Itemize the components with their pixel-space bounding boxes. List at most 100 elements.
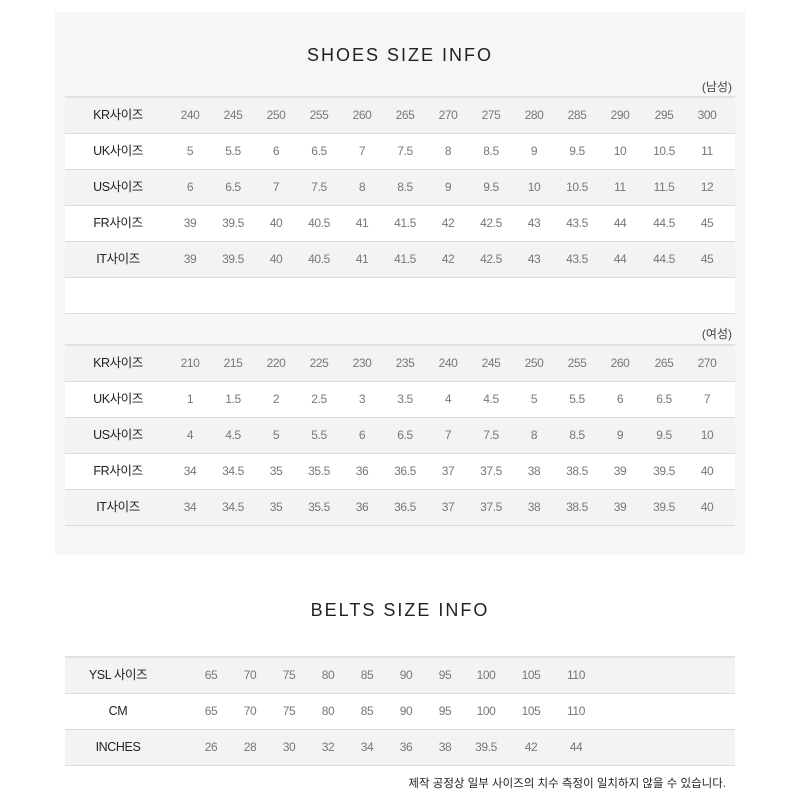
size-cell: 40 bbox=[269, 216, 283, 230]
size-cell: 10 bbox=[527, 180, 541, 194]
size-cell: 34.5 bbox=[222, 464, 244, 478]
size-cell: 75 bbox=[282, 704, 296, 718]
size-cell: 270 bbox=[438, 108, 458, 122]
size-cell: 6 bbox=[272, 144, 280, 158]
size-cell: 105 bbox=[521, 668, 541, 682]
size-cell: 260 bbox=[352, 108, 372, 122]
row-label: IT사이즈 bbox=[96, 252, 140, 266]
size-cell: 38.5 bbox=[566, 464, 588, 478]
row-label: IT사이즈 bbox=[96, 500, 140, 514]
size-cell: 85 bbox=[360, 704, 374, 718]
size-cell: 270 bbox=[697, 356, 717, 370]
size-cell: 90 bbox=[399, 668, 413, 682]
size-cell: 10 bbox=[700, 428, 714, 442]
size-cell: 90 bbox=[399, 704, 413, 718]
size-cell: 250 bbox=[266, 108, 286, 122]
size-cell: 37.5 bbox=[480, 500, 502, 514]
size-cell: 42 bbox=[441, 252, 455, 266]
table-row: US사이즈 6 6.5 7 7.5 8 8.5 9 9.5 10 10.5 11 11.5 12 bbox=[65, 170, 735, 206]
size-cell: 6.5 bbox=[656, 392, 672, 406]
size-cell: 35 bbox=[269, 464, 283, 478]
size-cell: 41.5 bbox=[394, 252, 416, 266]
size-cell: 36.5 bbox=[394, 464, 416, 478]
size-cell: 70 bbox=[243, 704, 257, 718]
size-cell: 95 bbox=[438, 668, 452, 682]
size-cell: 6.5 bbox=[225, 180, 241, 194]
size-cell: 6.5 bbox=[397, 428, 413, 442]
size-cell: 41 bbox=[355, 216, 369, 230]
size-cell: 6 bbox=[186, 180, 194, 194]
size-cell: 39.5 bbox=[222, 252, 244, 266]
size-cell: 43 bbox=[527, 216, 541, 230]
size-cell: 300 bbox=[697, 108, 717, 122]
size-cell: 44 bbox=[613, 252, 627, 266]
size-cell: 80 bbox=[321, 668, 335, 682]
size-cell: 38.5 bbox=[566, 500, 588, 514]
size-cell: 9.5 bbox=[569, 144, 585, 158]
size-cell: 225 bbox=[309, 356, 329, 370]
size-cell: 250 bbox=[524, 356, 544, 370]
size-cell: 260 bbox=[610, 356, 630, 370]
size-cell: 10 bbox=[613, 144, 627, 158]
size-cell: 5.5 bbox=[225, 144, 241, 158]
size-cell: 40.5 bbox=[308, 252, 330, 266]
row-label: US사이즈 bbox=[93, 180, 143, 194]
size-cell: 5.5 bbox=[311, 428, 327, 442]
size-cell: 42.5 bbox=[480, 252, 502, 266]
empty-row bbox=[65, 278, 735, 314]
row-label: KR사이즈 bbox=[93, 108, 143, 122]
size-cell: 10.5 bbox=[653, 144, 675, 158]
size-cell: 80 bbox=[321, 704, 335, 718]
size-cell: 39 bbox=[183, 216, 197, 230]
size-cell: 39 bbox=[183, 252, 197, 266]
size-cell: 7 bbox=[272, 180, 280, 194]
table-row: CM 65 70 75 80 85 90 95 100 105 110 bbox=[65, 694, 735, 730]
table-row: FR사이즈 39 39.5 40 40.5 41 41.5 42 42.5 43 43.5 44 44.… bbox=[65, 206, 735, 242]
size-cell: 11 bbox=[614, 180, 626, 194]
row-label: FR사이즈 bbox=[93, 464, 143, 478]
size-cell: 4 bbox=[444, 392, 452, 406]
table-row: INCHES 26 28 30 32 34 36 38 39.5 42 44 bbox=[65, 730, 735, 766]
size-cell: 34 bbox=[183, 500, 197, 514]
size-cell: 230 bbox=[352, 356, 372, 370]
size-cell: 7 bbox=[444, 428, 452, 442]
size-cell: 44.5 bbox=[653, 216, 675, 230]
size-cell: 41.5 bbox=[394, 216, 416, 230]
size-cell: 43.5 bbox=[566, 216, 588, 230]
size-cell: 2.5 bbox=[311, 392, 327, 406]
row-label: KR사이즈 bbox=[93, 356, 143, 370]
size-cell: 1.5 bbox=[225, 392, 241, 406]
size-cell: 85 bbox=[360, 668, 374, 682]
size-cell: 7 bbox=[703, 392, 711, 406]
size-cell: 110 bbox=[567, 704, 585, 718]
size-cell: 38 bbox=[438, 740, 452, 754]
size-cell: 8 bbox=[444, 144, 452, 158]
size-cell: 39.5 bbox=[653, 500, 675, 514]
row-label: UK사이즈 bbox=[93, 144, 143, 158]
table-row: YSL 사이즈 65 70 75 80 85 90 95 100 105 110 bbox=[65, 658, 735, 694]
size-cell: 275 bbox=[481, 108, 501, 122]
size-cell: 215 bbox=[223, 356, 243, 370]
row-label: UK사이즈 bbox=[93, 392, 143, 406]
size-cell: 41 bbox=[355, 252, 369, 266]
size-cell: 65 bbox=[204, 704, 218, 718]
size-cell: 240 bbox=[180, 108, 200, 122]
size-cell: 45 bbox=[700, 252, 714, 266]
size-cell: 40 bbox=[700, 500, 714, 514]
row-label: YSL 사이즈 bbox=[88, 668, 148, 682]
size-cell: 11 bbox=[701, 144, 713, 158]
size-cell: 295 bbox=[654, 108, 674, 122]
shoes-title: SHOES SIZE INFO bbox=[306, 45, 494, 65]
size-cell: 35.5 bbox=[308, 464, 330, 478]
size-cell: 9.5 bbox=[483, 180, 499, 194]
size-cell: 245 bbox=[223, 108, 243, 122]
size-cell: 280 bbox=[524, 108, 544, 122]
size-cell: 39.5 bbox=[653, 464, 675, 478]
size-cell: 45 bbox=[700, 216, 714, 230]
size-cell: 9.5 bbox=[656, 428, 672, 442]
size-cell: 6 bbox=[616, 392, 624, 406]
size-cell: 43.5 bbox=[566, 252, 588, 266]
size-cell: 37 bbox=[441, 464, 455, 478]
size-cell: 37.5 bbox=[480, 464, 502, 478]
size-cell: 35.5 bbox=[308, 500, 330, 514]
